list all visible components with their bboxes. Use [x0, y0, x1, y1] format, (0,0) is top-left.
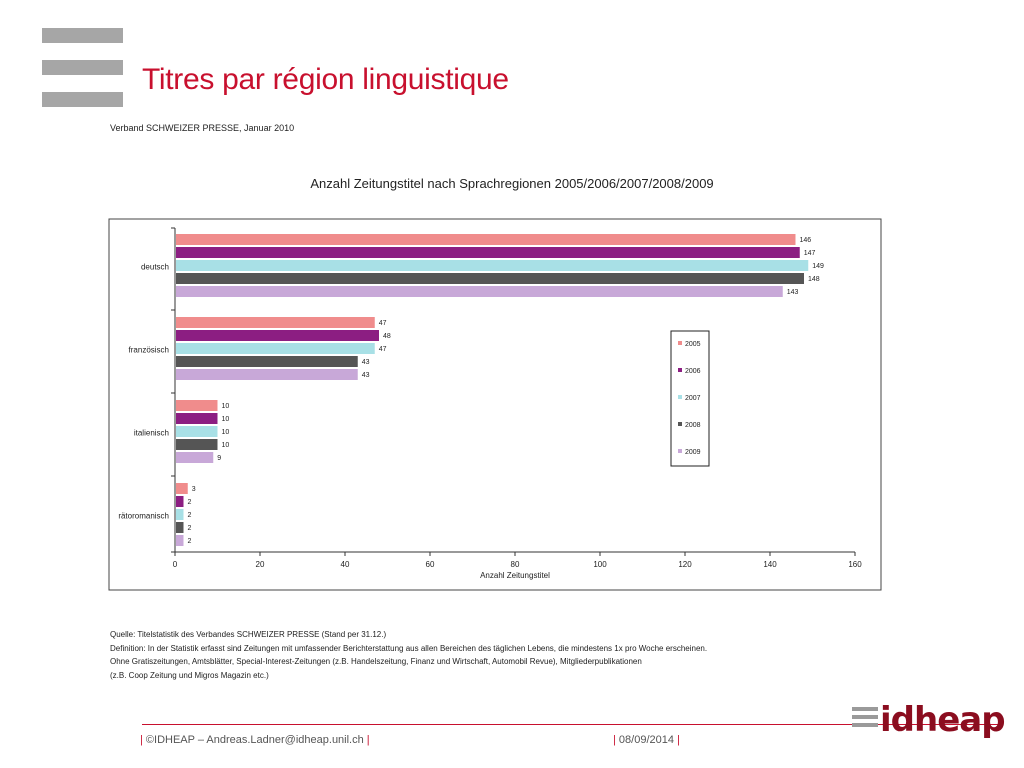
data-label: 149 [812, 263, 824, 270]
data-label: 2 [188, 499, 192, 506]
bar [176, 286, 783, 297]
x-tick-label: 20 [256, 560, 265, 569]
bar [176, 317, 375, 328]
bar [176, 369, 358, 380]
legend-swatch [678, 395, 682, 399]
chart-notes: Quelle: Titelstatistik des Verbandes SCH… [110, 628, 707, 682]
header-bar-2 [42, 60, 123, 75]
category-label: italienisch [134, 429, 169, 438]
bar [176, 522, 184, 533]
category-label: französisch [129, 346, 169, 355]
data-label: 47 [379, 346, 387, 353]
legend-label: 2008 [685, 422, 701, 429]
bar [176, 247, 800, 258]
data-label: 43 [362, 359, 370, 366]
bar [176, 509, 184, 520]
data-label: 2 [188, 525, 192, 532]
x-tick-label: 80 [511, 560, 520, 569]
data-label: 2 [188, 512, 192, 519]
note-examples: (z.B. Coop Zeitung und Migros Magazin et… [110, 670, 269, 680]
x-tick-label: 40 [341, 560, 350, 569]
data-label: 10 [222, 442, 230, 449]
source-caption: Verband SCHWEIZER PRESSE, Januar 2010 [110, 123, 295, 133]
footer-copyright-text: ©IDHEAP – Andreas.Ladner@idheap.unil.ch [145, 734, 364, 746]
bar [176, 356, 358, 367]
category-label: rätoromanisch [118, 512, 169, 521]
bar [176, 496, 184, 507]
note-definition: Definition: In der Statistik erfasst sin… [110, 643, 708, 653]
footer-date: | 08/09/2014 | [613, 734, 680, 746]
bar [176, 426, 218, 437]
legend-swatch [678, 422, 682, 426]
data-label: 148 [808, 276, 820, 283]
data-label: 10 [222, 429, 230, 436]
x-tick-label: 100 [593, 560, 607, 569]
legend-swatch [678, 449, 682, 453]
data-label: 10 [222, 416, 230, 423]
data-label: 2 [188, 538, 192, 545]
bar [176, 400, 218, 411]
legend-label: 2009 [685, 449, 701, 456]
legend-label: 2005 [685, 341, 701, 348]
category-label: deutsch [141, 263, 169, 272]
x-tick-label: 120 [678, 560, 692, 569]
x-tick-label: 0 [173, 560, 178, 569]
header-bar-1 [42, 28, 123, 43]
footer-divider [142, 724, 1000, 725]
footer-copyright: | ©IDHEAP – Andreas.Ladner@idheap.unil.c… [140, 734, 370, 746]
bar [176, 260, 809, 271]
bar [176, 452, 214, 463]
data-label: 47 [379, 320, 387, 327]
data-label: 10 [222, 403, 230, 410]
legend-label: 2006 [685, 368, 701, 375]
data-label: 3 [192, 486, 196, 493]
bar [176, 535, 184, 546]
legend-swatch [678, 368, 682, 372]
bar [176, 273, 804, 284]
bar [176, 483, 188, 494]
legend-label: 2007 [685, 395, 701, 402]
data-label: 143 [787, 289, 799, 296]
slide-title: Titres par région linguistique [142, 63, 509, 96]
x-tick-label: 140 [763, 560, 777, 569]
x-tick-label: 160 [848, 560, 862, 569]
header-bar-3 [42, 92, 123, 107]
x-axis-label: Anzahl Zeitungstitel [480, 571, 550, 580]
note-source: Quelle: Titelstatistik des Verbandes SCH… [110, 630, 387, 639]
data-label: 48 [383, 333, 391, 340]
idheap-logo-word: idheap [880, 700, 1006, 740]
bar [176, 234, 796, 245]
x-tick-label: 60 [426, 560, 435, 569]
data-label: 147 [804, 250, 816, 257]
bar [176, 343, 375, 354]
note-exclusions: Ohne Gratiszeitungen, Amtsblätter, Speci… [110, 657, 642, 666]
chart-frame [108, 218, 882, 591]
data-label: 146 [800, 237, 812, 244]
legend-box [670, 330, 710, 467]
bar [176, 439, 218, 450]
idheap-logo-lines [852, 707, 878, 727]
data-label: 9 [217, 455, 221, 462]
legend-swatch [678, 341, 682, 345]
chart-title: Anzahl Zeitungstitel nach Sprachregionen… [310, 176, 714, 191]
data-label: 43 [362, 372, 370, 379]
footer-date-text: 08/09/2014 [618, 734, 674, 746]
bar [176, 330, 379, 341]
bar [176, 413, 218, 424]
